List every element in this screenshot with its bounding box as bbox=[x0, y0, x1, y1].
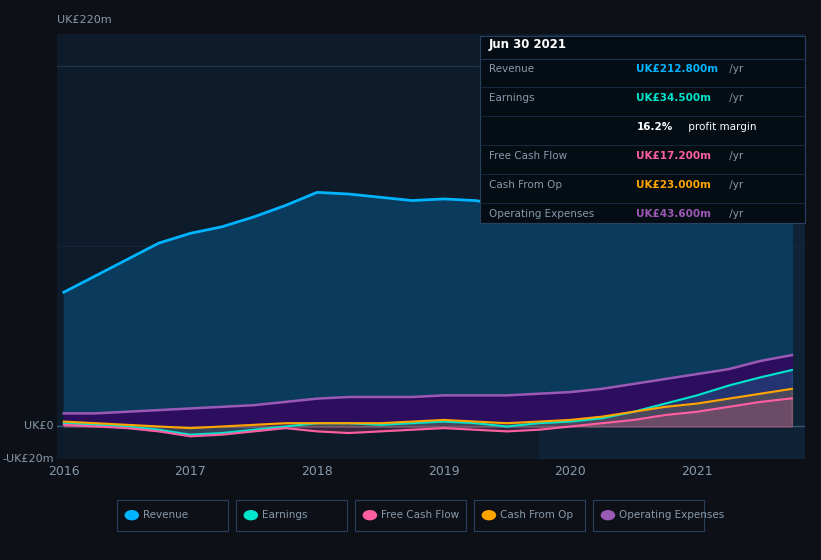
Text: UK£43.600m: UK£43.600m bbox=[636, 209, 712, 219]
Text: Revenue: Revenue bbox=[143, 510, 188, 520]
Text: Operating Expenses: Operating Expenses bbox=[620, 510, 725, 520]
Text: /yr: /yr bbox=[726, 180, 743, 190]
Text: Free Cash Flow: Free Cash Flow bbox=[382, 510, 460, 520]
Text: UK£0: UK£0 bbox=[25, 422, 53, 431]
Text: Earnings: Earnings bbox=[488, 94, 534, 103]
Bar bbox=[539, 34, 805, 459]
Text: /yr: /yr bbox=[726, 64, 743, 74]
Text: /yr: /yr bbox=[726, 209, 743, 219]
Text: Earnings: Earnings bbox=[263, 510, 308, 520]
Text: UK£17.200m: UK£17.200m bbox=[636, 151, 712, 161]
Text: profit margin: profit margin bbox=[685, 122, 756, 132]
Text: UK£23.000m: UK£23.000m bbox=[636, 180, 711, 190]
Text: Cash From Op: Cash From Op bbox=[501, 510, 573, 520]
Text: 16.2%: 16.2% bbox=[636, 122, 672, 132]
Text: /yr: /yr bbox=[726, 151, 743, 161]
Text: Revenue: Revenue bbox=[488, 64, 534, 74]
Text: -UK£20m: -UK£20m bbox=[2, 454, 53, 464]
Text: Jun 30 2021: Jun 30 2021 bbox=[488, 38, 566, 51]
FancyBboxPatch shape bbox=[479, 36, 805, 223]
Text: UK£34.500m: UK£34.500m bbox=[636, 94, 712, 103]
Text: UK£220m: UK£220m bbox=[57, 15, 112, 25]
Text: /yr: /yr bbox=[726, 94, 743, 103]
Text: Cash From Op: Cash From Op bbox=[488, 180, 562, 190]
Text: UK£212.800m: UK£212.800m bbox=[636, 64, 718, 74]
Text: Operating Expenses: Operating Expenses bbox=[488, 209, 594, 219]
Text: Free Cash Flow: Free Cash Flow bbox=[488, 151, 566, 161]
